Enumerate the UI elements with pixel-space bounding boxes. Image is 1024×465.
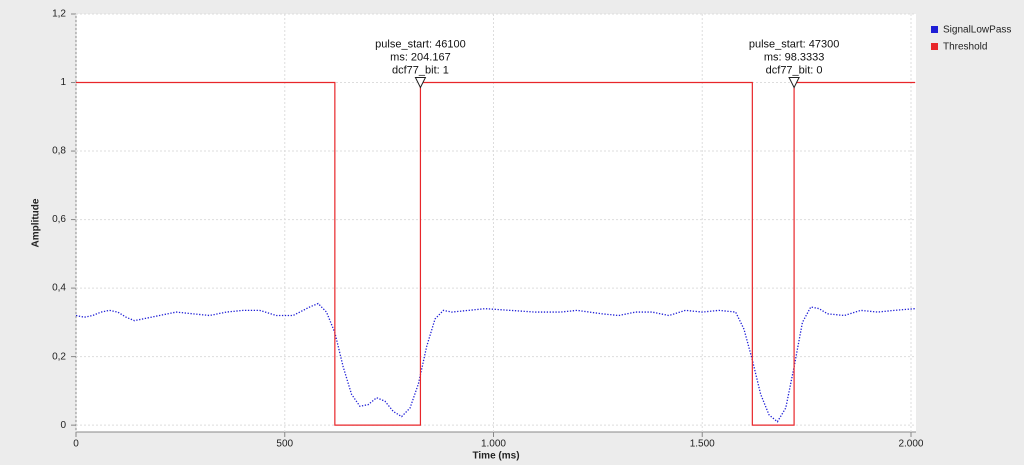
y-tick-label: 0,6 [52, 214, 66, 225]
annotation-marker [788, 77, 800, 89]
annotation-text: ms: 204.167 [390, 51, 451, 63]
annotation-text: pulse_start: 46100 [375, 38, 466, 50]
y-axis-label: Amplitude [31, 198, 42, 247]
y-tick-label: 0 [60, 420, 66, 431]
legend-swatch [931, 43, 938, 50]
y-tick-label: 0,4 [52, 283, 66, 294]
y-tick-label: 0,8 [52, 146, 66, 157]
x-tick-label: 2.000 [898, 439, 923, 450]
x-tick-label: 1.500 [690, 439, 715, 450]
series-line [75, 302, 916, 423]
annotation-marker [414, 77, 427, 89]
annotation-text: dcf77_bit: 1 [392, 64, 449, 76]
x-tick-label: 500 [276, 439, 293, 450]
x-axis-label: Time (ms) [472, 451, 519, 462]
y-tick-label: 1,2 [52, 9, 66, 20]
plot-area [76, 14, 916, 432]
series-line [76, 81, 916, 426]
x-tick-label: 1.000 [481, 439, 506, 450]
annotation-text: dcf77_bit: 0 [766, 64, 823, 76]
legend-label: SignalLowPass [943, 25, 1011, 36]
y-tick-label: 0,2 [52, 351, 66, 362]
legend-swatch [931, 26, 938, 33]
annotation-text: pulse_start: 47300 [749, 38, 840, 50]
x-tick-label: 0 [73, 439, 79, 450]
annotation-text: ms: 98.3333 [764, 51, 825, 63]
legend-label: Threshold [943, 42, 987, 53]
y-tick-label: 1 [60, 77, 66, 88]
